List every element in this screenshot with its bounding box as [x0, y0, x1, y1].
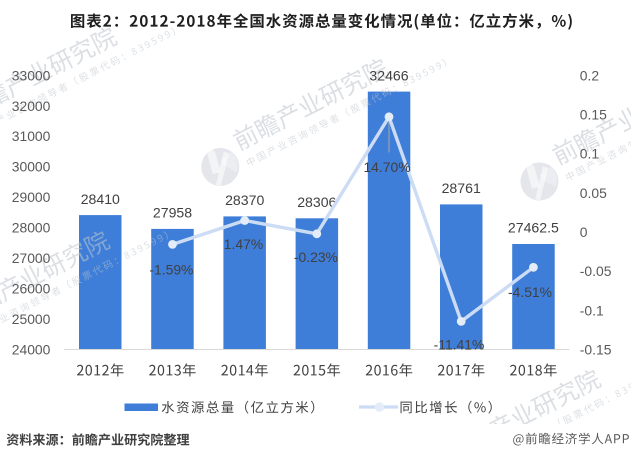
- svg-text:28000: 28000: [12, 220, 51, 236]
- svg-text:31000: 31000: [12, 128, 51, 144]
- svg-text:-4.51%: -4.51%: [508, 284, 552, 300]
- svg-text:0.15: 0.15: [580, 107, 607, 123]
- svg-text:24000: 24000: [12, 342, 51, 358]
- svg-text:-11.41%: -11.41%: [434, 337, 485, 353]
- svg-text:27462.5: 27462.5: [508, 220, 559, 236]
- svg-text:29000: 29000: [12, 189, 51, 205]
- svg-text:0.2: 0.2: [580, 67, 600, 83]
- svg-text:0: 0: [580, 224, 588, 240]
- svg-text:26000: 26000: [12, 281, 51, 297]
- svg-text:-0.23%: -0.23%: [294, 249, 338, 265]
- svg-text:27000: 27000: [12, 250, 51, 266]
- svg-text:28370: 28370: [225, 192, 264, 208]
- svg-text:28410: 28410: [81, 191, 120, 207]
- svg-text:-1.59%: -1.59%: [149, 261, 193, 277]
- svg-text:28761: 28761: [442, 180, 481, 196]
- svg-text:1.47%: 1.47%: [224, 236, 263, 252]
- svg-text:27958: 27958: [153, 205, 192, 221]
- svg-text:28306: 28306: [297, 194, 336, 210]
- svg-text:0.1: 0.1: [580, 146, 600, 162]
- svg-text:-0.1: -0.1: [580, 302, 604, 318]
- svg-text:32466: 32466: [369, 67, 408, 83]
- svg-text:-0.15: -0.15: [580, 342, 612, 358]
- svg-text:30000: 30000: [12, 159, 51, 175]
- svg-text:-0.05: -0.05: [580, 263, 612, 279]
- svg-text:25000: 25000: [12, 311, 51, 327]
- svg-text:14.70%: 14.70%: [363, 159, 410, 175]
- svg-text:32000: 32000: [12, 98, 51, 114]
- svg-text:0.05: 0.05: [580, 185, 607, 201]
- svg-text:33000: 33000: [12, 67, 51, 83]
